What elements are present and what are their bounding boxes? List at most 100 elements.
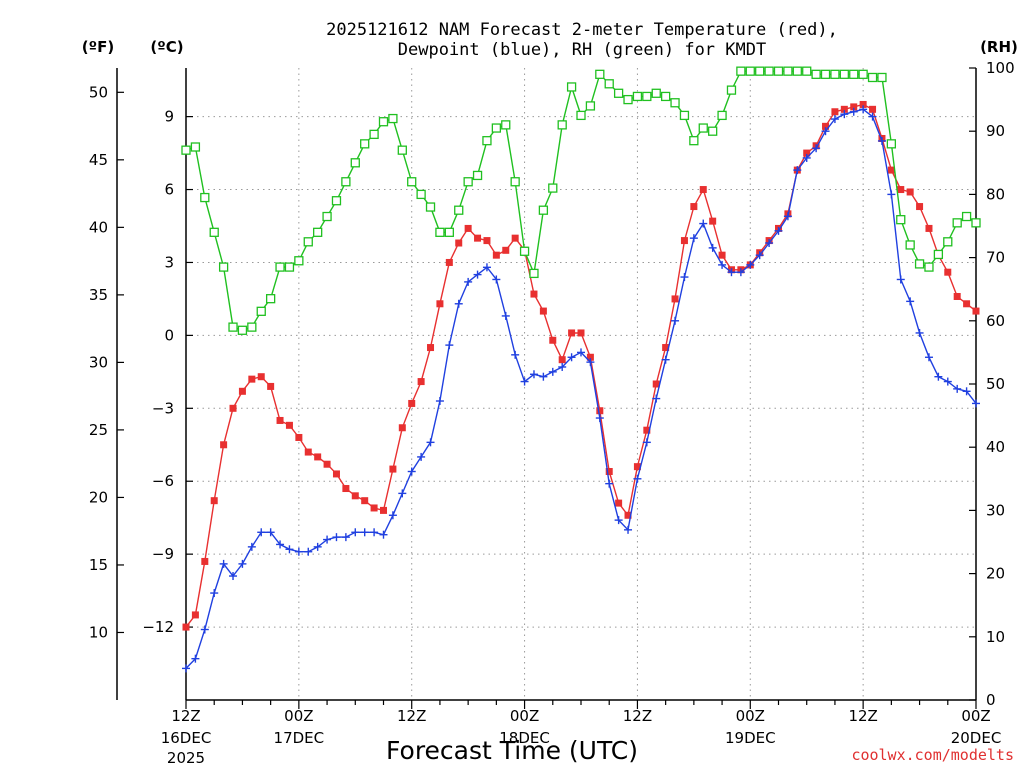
data-point-dewpoint <box>689 234 698 243</box>
data-point-rh <box>933 249 944 260</box>
data-point-temperature <box>596 407 604 415</box>
data-point-temperature <box>586 353 594 361</box>
data-point-dewpoint <box>924 353 933 362</box>
data-point-dewpoint <box>595 414 604 423</box>
data-point-rh <box>331 196 342 206</box>
data-point-rh <box>557 120 567 130</box>
data-point-dewpoint <box>294 547 303 556</box>
data-point-temperature <box>285 421 293 429</box>
data-point-dewpoint <box>972 399 980 408</box>
data-point-temperature <box>963 300 971 308</box>
data-point-rh <box>708 126 718 136</box>
series-markers-2 <box>181 66 981 335</box>
data-point-temperature <box>652 380 660 388</box>
data-point-temperature <box>464 224 472 232</box>
data-point-dewpoint <box>370 528 379 537</box>
data-point-rh <box>632 91 643 102</box>
data-point-dewpoint <box>332 533 341 542</box>
data-point-rh <box>905 240 915 250</box>
data-point-rh <box>849 69 859 79</box>
data-point-temperature <box>671 295 679 303</box>
fahrenheit-tick-label: 45 <box>89 151 108 169</box>
celsius-tick-label: 9 <box>164 108 174 126</box>
data-point-rh <box>914 259 925 269</box>
data-point-rh <box>181 145 191 155</box>
data-point-dewpoint <box>323 535 332 544</box>
data-point-temperature <box>680 237 688 245</box>
data-point-rh <box>200 192 210 203</box>
data-point-temperature <box>568 329 576 337</box>
celsius-tick-label: −3 <box>152 399 174 417</box>
data-point-dewpoint <box>341 533 350 542</box>
rh-tick-label: 50 <box>986 375 1005 393</box>
data-point-temperature <box>370 504 378 512</box>
data-point-dewpoint <box>445 341 454 350</box>
data-point-temperature <box>351 492 359 500</box>
data-point-rh <box>416 189 426 200</box>
data-point-dewpoint <box>605 479 614 488</box>
data-point-dewpoint <box>887 190 896 199</box>
data-point-dewpoint <box>464 277 473 286</box>
data-point-rh <box>726 85 737 95</box>
rh-tick-label: 80 <box>986 185 1005 203</box>
data-point-rh <box>961 211 972 222</box>
data-point-dewpoint <box>849 107 858 116</box>
data-point-dewpoint <box>746 260 755 269</box>
data-point-rh <box>613 88 624 98</box>
fahrenheit-tick-label: 25 <box>89 421 108 439</box>
data-point-temperature <box>549 336 557 344</box>
x-tick-year-label: 2025 <box>167 749 205 767</box>
x-tick-label: 00Z <box>284 707 313 725</box>
x-tick-label: 12Z <box>397 707 426 725</box>
data-point-dewpoint <box>699 219 708 228</box>
data-point-temperature <box>398 424 406 432</box>
data-point-dewpoint <box>529 370 538 379</box>
data-point-temperature <box>643 426 651 434</box>
data-point-rh <box>256 306 266 316</box>
data-point-rh <box>313 227 323 237</box>
data-point-dewpoint <box>398 489 407 498</box>
rh-tick-label: 100 <box>986 59 1015 77</box>
data-point-dewpoint <box>379 530 388 539</box>
data-point-temperature <box>690 203 698 211</box>
data-point-dewpoint <box>661 355 670 364</box>
data-point-temperature <box>850 103 858 111</box>
data-point-rh <box>265 294 276 304</box>
data-point-dewpoint <box>200 625 209 634</box>
data-point-rh <box>679 110 690 121</box>
data-point-temperature <box>718 251 726 259</box>
data-point-rh <box>943 237 953 247</box>
data-point-temperature <box>906 188 914 196</box>
data-point-temperature <box>238 387 246 395</box>
data-point-dewpoint <box>482 263 491 272</box>
data-point-rh <box>811 69 821 79</box>
data-point-dewpoint <box>577 348 585 357</box>
data-point-dewpoint <box>388 511 397 520</box>
data-point-temperature <box>408 399 416 407</box>
data-point-temperature <box>314 453 322 461</box>
data-point-temperature <box>248 375 256 383</box>
data-point-temperature <box>201 557 209 565</box>
data-point-dewpoint <box>454 299 463 308</box>
data-point-temperature <box>323 460 331 468</box>
data-point-rh <box>566 82 577 92</box>
data-point-dewpoint <box>830 115 839 124</box>
x-tick-label: 12Z <box>171 707 200 725</box>
data-point-temperature <box>869 105 877 113</box>
data-point-dewpoint <box>417 452 426 461</box>
grid-lines <box>186 68 976 700</box>
data-point-rh <box>689 136 699 146</box>
data-point-temperature <box>972 307 980 315</box>
data-point-temperature <box>916 203 924 211</box>
data-point-rh <box>209 227 219 237</box>
data-point-dewpoint <box>943 377 952 386</box>
celsius-tick-label: −12 <box>142 618 174 636</box>
data-point-dewpoint <box>435 397 444 406</box>
data-point-dewpoint <box>360 528 369 537</box>
data-point-temperature <box>859 100 867 108</box>
rh-tick-label: 0 <box>986 691 996 709</box>
data-point-rh <box>585 101 596 111</box>
data-point-rh <box>454 205 464 215</box>
data-point-rh <box>491 123 502 133</box>
data-point-temperature <box>210 497 218 505</box>
